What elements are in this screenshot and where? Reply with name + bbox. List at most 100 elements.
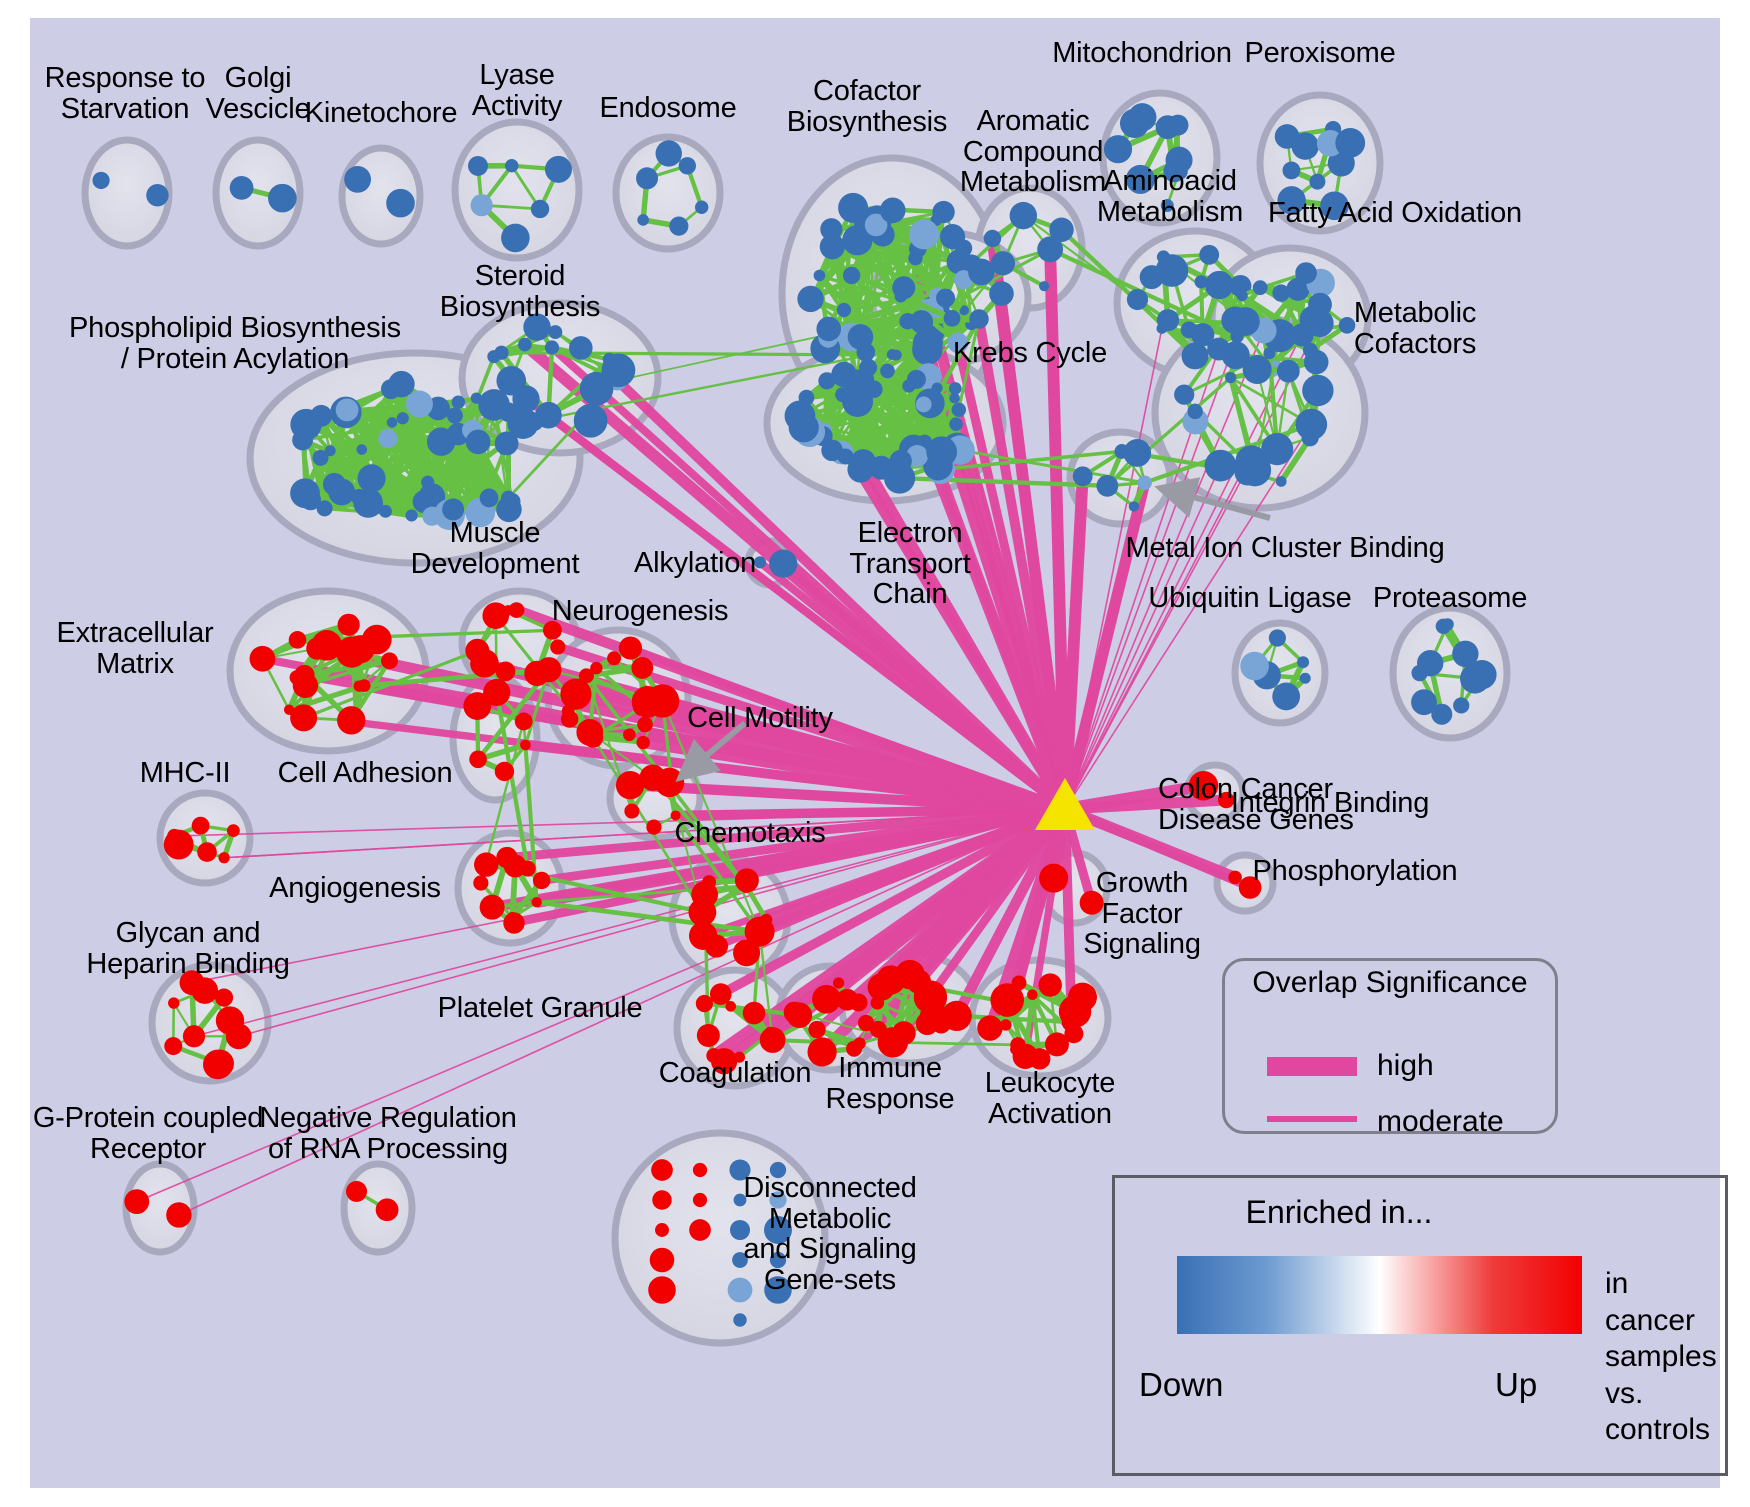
gene-set-node[interactable] [474,852,499,877]
gene-set-node[interactable] [92,171,110,190]
gene-set-node[interactable] [946,249,971,275]
gene-set-node[interactable] [166,1202,192,1228]
gene-set-node[interactable] [989,281,1014,306]
gene-set-node[interactable] [954,270,974,290]
gene-set-node[interactable] [1137,475,1152,490]
gene-set-node[interactable] [463,692,492,720]
gene-set-node[interactable] [1301,429,1319,447]
gene-set-node[interactable] [1282,161,1301,180]
gene-set-node[interactable] [702,875,716,889]
gene-set-node[interactable] [1431,703,1453,725]
gene-set-node[interactable] [1126,288,1149,311]
gene-set-node[interactable] [886,349,898,360]
gene-set-node[interactable] [168,997,180,1009]
gene-set-node[interactable] [602,352,616,366]
gene-set-node[interactable] [692,1162,708,1178]
gene-set-node[interactable] [857,1014,875,1032]
gene-set-node[interactable] [576,719,604,746]
gene-set-node[interactable] [1204,449,1237,482]
gene-set-node[interactable] [603,369,620,386]
gene-set-node[interactable] [729,1219,751,1241]
gene-set-node[interactable] [807,1037,837,1067]
gene-set-node[interactable] [191,977,219,1004]
gene-set-node[interactable] [578,668,594,684]
gene-set-node[interactable] [652,1190,672,1210]
gene-set-node[interactable] [1156,309,1180,332]
gene-set-node[interactable] [646,819,662,835]
gene-set-node[interactable] [357,464,386,493]
gene-set-node[interactable] [495,661,516,682]
gene-set-node[interactable] [451,395,466,409]
gene-set-node[interactable] [503,493,521,510]
gene-set-node[interactable] [167,828,182,844]
cluster-halo-glycan-heparin-binding[interactable] [148,961,272,1085]
cluster-halo-disconnected-gene-sets[interactable] [611,1129,829,1347]
gene-set-node[interactable] [1230,307,1260,336]
gene-set-node[interactable] [1416,650,1444,677]
gene-set-node[interactable] [203,1049,233,1080]
gene-set-node[interactable] [949,392,960,404]
gene-set-node[interactable] [727,1277,753,1303]
gene-set-node[interactable] [1181,342,1209,370]
gene-set-node[interactable] [689,1219,711,1241]
gene-set-node[interactable] [753,556,767,569]
gene-set-node[interactable] [310,404,333,427]
gene-set-node[interactable] [1123,439,1152,467]
gene-set-node[interactable] [951,402,967,418]
gene-set-node[interactable] [1272,682,1301,711]
gene-set-node[interactable] [1217,791,1235,809]
gene-set-node[interactable] [648,1276,676,1304]
gene-set-node[interactable] [943,309,961,327]
gene-set-node[interactable] [632,697,653,717]
gene-set-node[interactable] [1234,459,1261,486]
gene-set-node[interactable] [865,380,883,399]
gene-set-node[interactable] [496,365,527,396]
gene-set-node[interactable] [346,713,365,732]
gene-set-node[interactable] [356,444,368,455]
gene-set-node[interactable] [926,436,958,468]
gene-set-node[interactable] [306,637,329,660]
gene-set-node[interactable] [479,894,505,920]
gene-set-node[interactable] [1275,476,1287,487]
gene-set-node[interactable] [849,993,868,1012]
gene-set-node[interactable] [655,140,682,167]
gene-set-node[interactable] [1272,284,1290,302]
gene-set-node[interactable] [164,1037,183,1056]
gene-set-node[interactable] [346,1180,368,1202]
gene-set-node[interactable] [215,1006,245,1035]
gene-set-node[interactable] [1155,254,1189,287]
gene-set-node[interactable] [1049,217,1074,242]
gene-set-node[interactable] [618,636,643,660]
gene-set-node[interactable] [446,407,463,424]
gene-set-node[interactable] [1238,876,1262,899]
gene-set-node[interactable] [353,488,384,518]
gene-set-node[interactable] [1009,201,1037,230]
gene-set-node[interactable] [1303,349,1329,375]
gene-set-node[interactable] [968,258,995,286]
gene-set-node[interactable] [649,1247,675,1273]
gene-set-node[interactable] [864,359,876,372]
gene-set-node[interactable] [1277,186,1306,215]
gene-set-node[interactable] [1453,697,1470,714]
gene-set-node[interactable] [483,678,511,707]
gene-set-node[interactable] [146,184,169,207]
gene-set-node[interactable] [654,767,685,798]
gene-set-node[interactable] [289,670,305,685]
gene-set-node[interactable] [1467,659,1497,690]
gene-set-node[interactable] [503,912,525,934]
gene-set-node[interactable] [386,188,415,218]
gene-set-node[interactable] [1044,1032,1069,1057]
gene-set-node[interactable] [1299,305,1329,335]
gene-set-node[interactable] [706,1048,722,1064]
gene-set-node[interactable] [290,478,320,509]
gene-set-node[interactable] [1221,341,1250,370]
gene-set-node[interactable] [783,1001,806,1024]
gene-set-node[interactable] [519,860,536,877]
gene-set-node[interactable] [1199,244,1220,265]
gene-set-node[interactable] [909,310,934,334]
gene-set-node[interactable] [733,1313,747,1327]
gene-set-node[interactable] [1064,1024,1084,1044]
gene-set-node[interactable] [669,216,689,236]
gene-set-node[interactable] [426,427,456,456]
gene-set-node[interactable] [1338,317,1356,334]
